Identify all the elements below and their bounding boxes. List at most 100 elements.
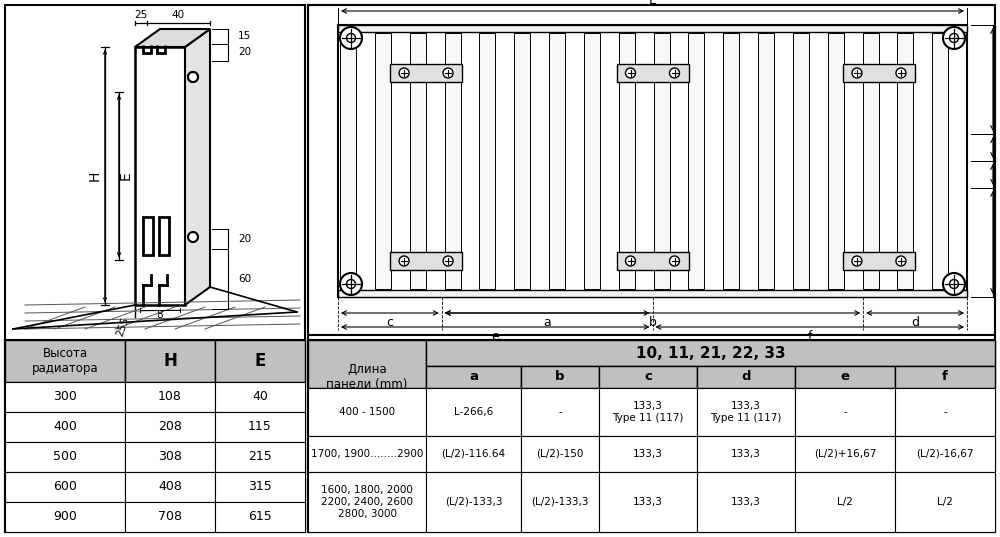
Text: Высота
радиатора: Высота радиатора	[32, 347, 98, 375]
Bar	[932, 33, 948, 289]
Bar	[5, 382, 125, 412]
Bar	[410, 33, 426, 289]
Bar	[5, 442, 125, 472]
Text: 133,3: 133,3	[731, 497, 761, 507]
Bar	[426, 388, 521, 436]
Circle shape	[950, 33, 958, 42]
Text: L/2: L/2	[937, 497, 953, 507]
Text: 40: 40	[252, 390, 268, 403]
Bar	[125, 382, 215, 412]
Bar	[159, 217, 169, 255]
Bar	[125, 340, 215, 382]
Bar	[599, 472, 697, 532]
Bar	[426, 436, 521, 472]
Bar	[308, 472, 426, 532]
Bar	[215, 382, 305, 412]
Bar	[697, 366, 795, 388]
Bar	[795, 388, 895, 436]
Circle shape	[340, 273, 362, 295]
Bar	[514, 33, 530, 289]
Bar	[308, 5, 995, 335]
Bar	[215, 340, 305, 382]
Bar	[521, 388, 599, 436]
Circle shape	[340, 27, 362, 49]
Text: f: f	[942, 371, 948, 383]
Text: c: c	[644, 371, 652, 383]
Text: H: H	[88, 171, 102, 181]
Bar	[828, 33, 844, 289]
Text: 108: 108	[158, 390, 182, 403]
Circle shape	[188, 232, 198, 242]
Bar	[843, 252, 915, 270]
Bar	[895, 388, 995, 436]
Bar	[599, 388, 697, 436]
Bar	[5, 412, 125, 442]
Circle shape	[950, 279, 958, 288]
Bar	[723, 33, 739, 289]
Bar	[215, 472, 305, 502]
Text: 308: 308	[158, 451, 182, 463]
Bar	[338, 290, 967, 297]
Circle shape	[670, 68, 680, 78]
Text: 60: 60	[238, 274, 251, 284]
Circle shape	[626, 68, 636, 78]
Text: 133,3
Type 11 (117): 133,3 Type 11 (117)	[612, 401, 684, 423]
Bar	[125, 412, 215, 442]
Bar	[426, 472, 521, 532]
Bar	[654, 33, 670, 289]
Bar	[125, 502, 215, 532]
Bar	[584, 33, 600, 289]
Bar	[125, 442, 215, 472]
Circle shape	[399, 256, 409, 266]
Text: (L/2)-133,3: (L/2)-133,3	[531, 497, 589, 507]
Text: a: a	[543, 316, 551, 329]
Text: d: d	[741, 371, 751, 383]
Text: 500: 500	[53, 451, 77, 463]
Text: 10, 11, 21, 22, 33: 10, 11, 21, 22, 33	[636, 345, 785, 360]
Text: (L/2)-150: (L/2)-150	[536, 449, 584, 459]
Bar	[426, 340, 995, 366]
Bar	[390, 64, 462, 82]
Polygon shape	[135, 29, 210, 47]
Circle shape	[399, 68, 409, 78]
Bar	[521, 366, 599, 388]
Bar	[308, 388, 426, 436]
Bar	[795, 472, 895, 532]
Bar	[895, 472, 995, 532]
Bar	[895, 366, 995, 388]
Text: (L/2)-116.64: (L/2)-116.64	[441, 449, 506, 459]
Text: 300: 300	[53, 390, 77, 403]
Text: 255: 255	[115, 316, 131, 338]
Text: 400: 400	[53, 420, 77, 433]
Bar	[215, 412, 305, 442]
Text: e: e	[491, 330, 499, 343]
Text: 408: 408	[158, 481, 182, 494]
Bar	[308, 436, 426, 472]
Text: L-266,6: L-266,6	[454, 407, 493, 417]
Text: 133,3: 133,3	[633, 497, 663, 507]
Text: e: e	[840, 371, 850, 383]
Circle shape	[347, 33, 356, 42]
Circle shape	[347, 279, 356, 288]
Bar	[688, 33, 704, 289]
Text: 1600, 1800, 2000
2200, 2400, 2600
2800, 3000: 1600, 1800, 2000 2200, 2400, 2600 2800, …	[321, 485, 413, 519]
Bar	[521, 472, 599, 532]
Text: E: E	[254, 352, 266, 370]
Text: 133,3: 133,3	[633, 449, 663, 459]
Text: 115: 115	[248, 420, 272, 433]
Circle shape	[852, 256, 862, 266]
Bar	[616, 252, 688, 270]
Circle shape	[443, 256, 453, 266]
Bar	[5, 340, 305, 532]
Bar	[125, 472, 215, 502]
Bar	[444, 33, 460, 289]
Bar	[697, 436, 795, 472]
Bar	[895, 436, 995, 472]
Text: a: a	[469, 371, 478, 383]
Circle shape	[852, 68, 862, 78]
Bar	[426, 366, 521, 388]
Bar	[758, 33, 774, 289]
Bar	[308, 340, 995, 532]
Bar	[697, 472, 795, 532]
Text: 20: 20	[238, 47, 251, 57]
